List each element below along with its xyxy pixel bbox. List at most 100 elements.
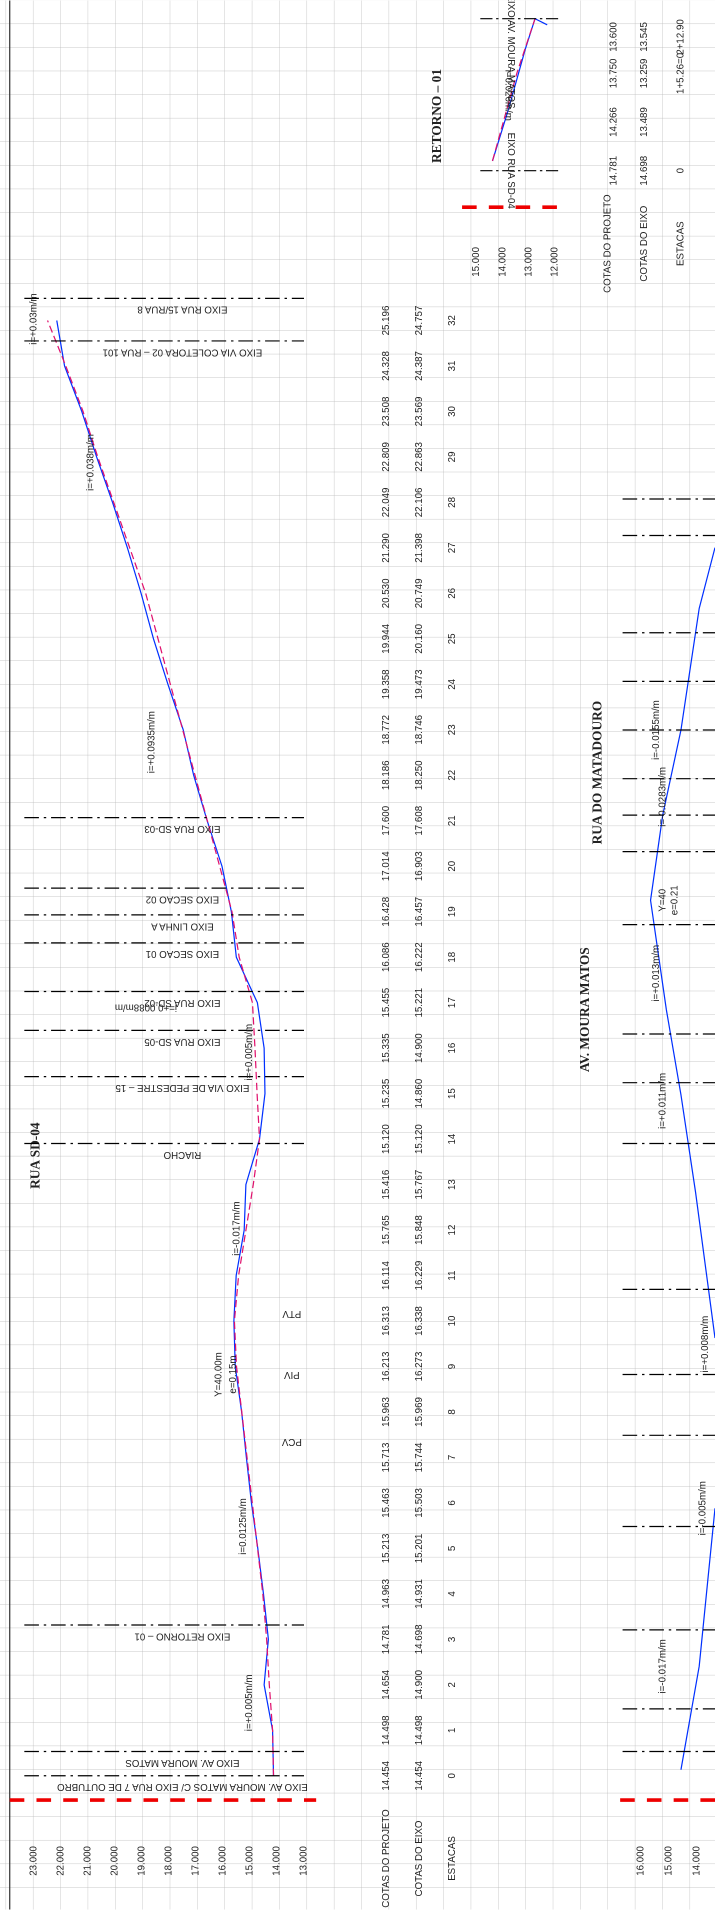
elevation-label: 17.000 bbox=[191, 1845, 202, 1875]
cota-projeto: 25.196 bbox=[381, 306, 392, 336]
cota-projeto: 16.213 bbox=[381, 1352, 392, 1382]
estaca: 29 bbox=[447, 452, 458, 463]
note: Y=40 bbox=[657, 888, 668, 912]
cota-eixo: 18.250 bbox=[414, 760, 425, 790]
elevation-label: 15.000 bbox=[663, 1845, 674, 1875]
cota-eixo: 16.273 bbox=[414, 1352, 425, 1382]
estaca: 0 bbox=[447, 1772, 458, 1778]
cota-projeto: 19.358 bbox=[381, 669, 392, 699]
note: i=+0.0088m/m bbox=[115, 1002, 177, 1013]
estaca: 9 bbox=[447, 1364, 458, 1369]
estaca: 11 bbox=[447, 1270, 458, 1280]
cota-projeto: 14.781 bbox=[609, 156, 620, 186]
estaca: 4 bbox=[447, 1591, 458, 1597]
cota-projeto: 15.713 bbox=[381, 1443, 392, 1473]
note: i=+0.013m/m bbox=[651, 945, 662, 1002]
estaca: 6 bbox=[447, 1500, 458, 1505]
cota-eixo: 15.120 bbox=[414, 1124, 425, 1154]
elevation-label: 13.000 bbox=[524, 246, 535, 276]
estaca: 22 bbox=[447, 770, 458, 781]
estaca: 32 bbox=[447, 315, 458, 326]
estaca: 10 bbox=[447, 1315, 458, 1326]
elevation-label: 22.000 bbox=[56, 1845, 67, 1875]
crossing-label: EIXO RETORNO – 01 bbox=[134, 1630, 230, 1641]
cota-projeto: 16.313 bbox=[381, 1306, 392, 1336]
cota-projeto: 15.963 bbox=[381, 1397, 392, 1427]
cota-projeto: 18.186 bbox=[381, 760, 392, 790]
cota-projeto: 18.772 bbox=[381, 715, 392, 745]
row-header: COTAS DO EIXO bbox=[639, 205, 650, 281]
crossing-label: EIXO SECAO 01 bbox=[146, 948, 219, 959]
crossing-label: EIXO AV. MOURA MATOS bbox=[125, 1757, 240, 1768]
cota-eixo: 21.398 bbox=[414, 533, 425, 563]
elevation-label: 16.000 bbox=[635, 1845, 646, 1875]
cota-eixo: 24.757 bbox=[414, 306, 425, 336]
crossing-label: EIXO SECAO 02 bbox=[146, 894, 219, 905]
note: i=0.0125m/m bbox=[238, 1498, 249, 1554]
cota-projeto: 14.963 bbox=[381, 1579, 392, 1609]
note: e=0.21 bbox=[669, 885, 680, 915]
estaca: 19 bbox=[447, 906, 458, 917]
cota-eixo: 22.863 bbox=[414, 442, 425, 472]
cota-projeto: 22.809 bbox=[381, 442, 392, 472]
cota-eixo: 15.767 bbox=[414, 1170, 425, 1200]
cota-eixo: 15.201 bbox=[414, 1534, 425, 1564]
label: EIXO RUA SD-04 bbox=[505, 133, 516, 210]
cota-eixo: 17.608 bbox=[414, 806, 425, 836]
cota-projeto: 22.049 bbox=[381, 488, 392, 518]
cota-projeto: 16.428 bbox=[381, 897, 392, 927]
cota-eixo: 18.746 bbox=[414, 715, 425, 745]
cota-eixo: 19.473 bbox=[414, 669, 425, 699]
note: PTV bbox=[282, 1308, 301, 1319]
estaca: 15 bbox=[447, 1088, 458, 1099]
cota-eixo: 15.744 bbox=[414, 1442, 425, 1472]
cota-eixo: 13.259 bbox=[639, 59, 650, 89]
cota-eixo: 14.860 bbox=[414, 1078, 425, 1108]
estaca: 1+5.26=0 bbox=[676, 52, 687, 94]
elevation-label: 15.000 bbox=[245, 1845, 256, 1875]
cota-eixo: 16.457 bbox=[414, 897, 425, 927]
cota-projeto: 15.213 bbox=[381, 1534, 392, 1564]
note: i=+0.005m/m bbox=[244, 1024, 255, 1081]
subtitle: RUA DO MATADOURO bbox=[589, 701, 604, 844]
cota-projeto: 24.328 bbox=[381, 351, 392, 381]
title: RETORNO – 01 bbox=[429, 69, 444, 163]
label: i=0.026m/m bbox=[503, 70, 514, 121]
note: i=+0.03m/m bbox=[29, 293, 40, 344]
estaca: 18 bbox=[447, 952, 458, 963]
estaca: 31 bbox=[447, 361, 458, 372]
elevation-label: 21.000 bbox=[83, 1845, 94, 1875]
crossing-label: EIXO RUA SD-03 bbox=[144, 823, 220, 834]
estaca: 0 bbox=[676, 167, 687, 173]
elevation-label: 23.000 bbox=[29, 1845, 40, 1875]
estaca: 23 bbox=[447, 724, 458, 735]
cota-projeto: 17.600 bbox=[381, 805, 392, 835]
cota-eixo: 14.931 bbox=[414, 1579, 425, 1609]
elevation-label: 14.000 bbox=[272, 1845, 283, 1875]
note: i=-0.005m/m bbox=[697, 1481, 708, 1535]
note: i=-0.017m/m bbox=[657, 1639, 668, 1693]
cota-eixo: 14.698 bbox=[414, 1624, 425, 1654]
estaca: 2 bbox=[447, 1682, 458, 1687]
cota-eixo: 22.106 bbox=[414, 488, 425, 518]
cota-eixo: 20.749 bbox=[414, 578, 425, 608]
cota-eixo: 20.160 bbox=[414, 623, 425, 653]
estaca: 2+12.90 bbox=[676, 19, 687, 55]
cota-projeto: 15.120 bbox=[381, 1124, 392, 1154]
elevation-label: 18.000 bbox=[164, 1845, 175, 1875]
note: i=-0.0283m/m bbox=[657, 767, 668, 827]
crossing-label: EIXO RUA 15/RUA 8 bbox=[137, 304, 227, 315]
cota-projeto: 16.114 bbox=[381, 1260, 392, 1290]
note: i=+0.0935m/m bbox=[147, 711, 158, 773]
estaca: 17 bbox=[447, 997, 458, 1008]
cota-projeto: 23.508 bbox=[381, 397, 392, 427]
cota-eixo: 13.489 bbox=[639, 107, 650, 137]
cota-eixo: 16.338 bbox=[414, 1306, 425, 1336]
cota-projeto: 15.765 bbox=[381, 1215, 392, 1245]
note: i=+0.005m/m bbox=[244, 1674, 255, 1731]
title: RUA SD-04 bbox=[28, 1122, 43, 1189]
cota-eixo: 15.969 bbox=[414, 1397, 425, 1427]
row-header: COTAS DO PROJETO bbox=[603, 194, 614, 293]
cota-projeto: 21.290 bbox=[381, 532, 392, 562]
estaca: 16 bbox=[447, 1043, 458, 1054]
